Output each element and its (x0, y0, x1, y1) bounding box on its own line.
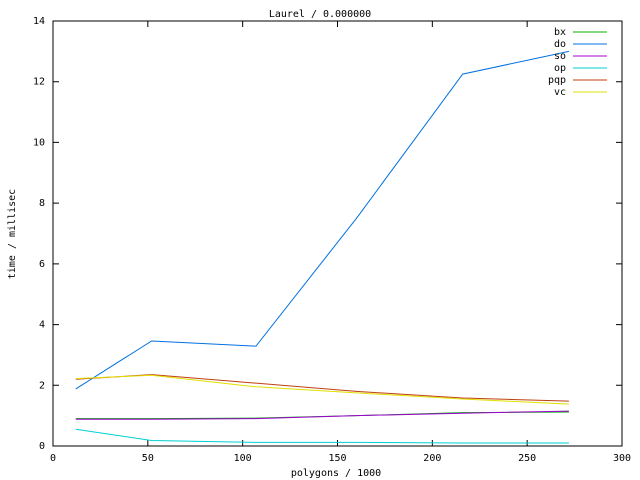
legend-label: op (554, 63, 566, 74)
y-tick-label: 0 (39, 441, 45, 452)
series-line (75, 374, 569, 402)
legend-label: do (554, 39, 566, 50)
legend-label: pqp (548, 75, 566, 86)
x-tick-label: 200 (423, 453, 441, 464)
x-tick-label: 0 (50, 453, 56, 464)
plot-frame (52, 20, 623, 447)
x-tick-label: 150 (328, 453, 346, 464)
x-axis-label: polygons / 1000 (291, 468, 381, 479)
x-tick-label: 250 (518, 453, 536, 464)
y-tick-label: 12 (33, 77, 45, 88)
series-line (75, 374, 569, 405)
x-tick-label: 300 (613, 453, 631, 464)
legend-label: vc (554, 87, 566, 98)
x-tick-label: 100 (234, 453, 252, 464)
y-tick-label: 10 (33, 137, 45, 148)
x-tick-label: 50 (142, 453, 154, 464)
series-line (75, 410, 569, 420)
y-tick-label: 6 (39, 259, 45, 270)
series-line (75, 50, 569, 390)
y-tick-label: 2 (39, 380, 45, 391)
y-tick-label: 4 (39, 320, 45, 331)
y-axis-label: time / millisec (7, 189, 18, 279)
chart-title: Laurel / 0.000000 (269, 9, 371, 20)
y-tick-label: 14 (33, 16, 45, 27)
series-line (75, 428, 569, 444)
legend-label: bx (554, 27, 566, 38)
legend-label: so (554, 51, 566, 62)
y-tick-label: 8 (39, 198, 45, 209)
